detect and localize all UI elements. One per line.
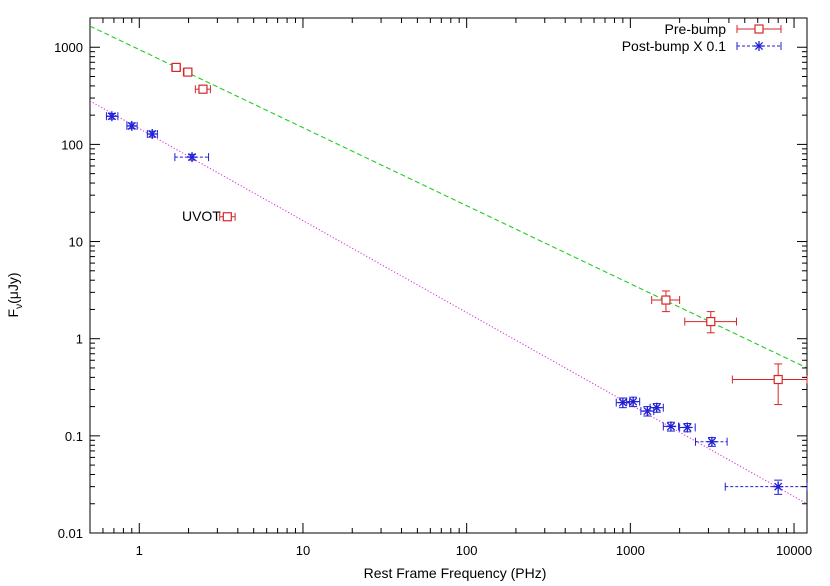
axes-layer: 1 10 100 1000 10000 0.01 0.1 1 10 100 1000 <box>54 17 812 558</box>
y-tick-label: 0.01 <box>58 526 83 541</box>
star-marker-stroke <box>187 153 197 162</box>
data-point <box>731 363 808 406</box>
data-point <box>662 421 680 432</box>
legend-item: Pre-bump <box>665 21 782 37</box>
data-point <box>105 111 119 122</box>
square-marker <box>773 374 783 385</box>
square-marker <box>706 316 716 327</box>
x-tick-label: 10 <box>296 543 310 558</box>
x-tick-label: 100 <box>456 543 478 558</box>
star-marker-stroke <box>127 121 136 130</box>
data-point <box>174 152 210 163</box>
series-2 <box>105 111 808 495</box>
square-marker <box>198 84 208 94</box>
data-point <box>724 479 808 495</box>
star-marker-stroke <box>683 423 692 432</box>
data-point <box>126 120 138 131</box>
star-marker-stroke <box>666 422 675 431</box>
data-point <box>219 212 236 222</box>
data-point <box>182 67 193 77</box>
annotation-label: UVOT <box>182 208 221 224</box>
y-tick-label: 1000 <box>54 40 83 55</box>
star-marker-stroke <box>618 398 627 407</box>
data-point <box>171 62 181 73</box>
fit-lines-layer <box>90 25 807 505</box>
plot-frame-layer <box>89 17 808 534</box>
star-marker-stroke <box>107 112 116 121</box>
square-marker <box>661 295 671 305</box>
square-marker <box>171 62 181 73</box>
data-point <box>649 402 664 413</box>
x-axis-label: Rest Frame Frequency (PHz) <box>364 565 547 581</box>
data-point <box>626 396 641 408</box>
y-axis-label: Fν(μJy) <box>5 273 25 318</box>
data-point <box>194 84 211 94</box>
star-marker-stroke <box>629 397 638 406</box>
data-point <box>679 422 696 433</box>
legend-label: Pre-bump <box>665 21 727 37</box>
legend-label: Post-bump X 0.1 <box>622 38 726 54</box>
star-marker-stroke <box>774 482 783 491</box>
plot-frame <box>89 17 808 534</box>
data-point <box>640 406 655 417</box>
square-marker <box>222 212 232 222</box>
star-marker-stroke <box>754 41 764 51</box>
star-marker-stroke <box>148 129 157 139</box>
x-tick-label: 1 <box>136 543 143 558</box>
data-point <box>146 128 158 139</box>
legend-item: Post-bump X 0.1 <box>622 38 782 54</box>
fit-line-2 <box>90 100 807 505</box>
data-series-layer <box>105 62 808 495</box>
series-1 <box>171 62 808 406</box>
y-tick-label: 0.1 <box>65 429 83 444</box>
x-tick-label: 10000 <box>776 543 812 558</box>
star-marker-stroke <box>652 403 661 412</box>
data-point <box>651 290 681 313</box>
data-point <box>684 311 737 334</box>
square-marker <box>183 67 193 77</box>
data-point <box>694 436 728 447</box>
y-tick-label: 10 <box>69 235 83 250</box>
star-marker-stroke <box>707 437 716 446</box>
y-tick-label: 100 <box>61 137 83 152</box>
y-tick-label: 1 <box>76 332 83 347</box>
data-point <box>615 397 631 409</box>
square-marker <box>754 24 764 34</box>
fit-line-1 <box>90 25 807 369</box>
x-tick-label: 1000 <box>616 543 645 558</box>
annotations-layer: UVOT <box>182 208 221 224</box>
